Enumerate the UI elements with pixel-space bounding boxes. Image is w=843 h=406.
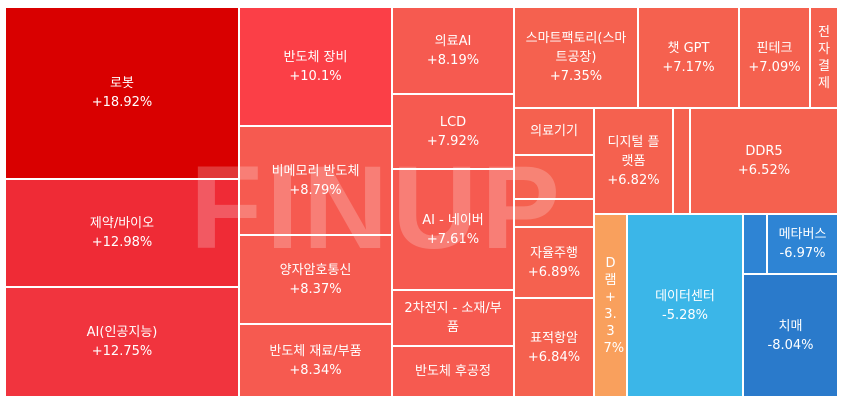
- tile-change: +7.09%: [748, 59, 801, 75]
- tile-label: LCD: [439, 114, 467, 130]
- tile-change: -5.28%: [662, 307, 708, 323]
- tile-autonomous-driving[interactable]: 자율주행 +6.89%: [514, 227, 594, 298]
- tile-pharma-bio[interactable]: 제약/바이오 +12.98%: [5, 179, 239, 287]
- tile-lcd[interactable]: LCD +7.92%: [392, 94, 514, 169]
- tile-label: D램: [604, 255, 617, 288]
- tile-medical-devices[interactable]: 의료기기: [514, 108, 594, 155]
- tile-change: +6.52%: [737, 163, 791, 178]
- tile-label: 반도체 재료/부품: [269, 343, 362, 359]
- tile-dementia[interactable]: 치매 -8.04%: [743, 274, 838, 397]
- tile-change: +7.35%: [549, 69, 603, 84]
- tile-semiconductor-equipment[interactable]: 반도체 장비 +10.1%: [239, 7, 392, 126]
- tile-label: 반도체 후공정: [415, 364, 491, 379]
- tile-change: +7.17%: [662, 59, 715, 75]
- tile-change: -6.97%: [779, 246, 826, 261]
- tile-small-2[interactable]: [514, 199, 594, 227]
- tile-medical-ai[interactable]: 의료AI +8.19%: [392, 7, 514, 94]
- tile-small-3[interactable]: [673, 108, 690, 214]
- tile-label: AI - 네이버: [422, 212, 484, 228]
- tile-change: +8.79%: [289, 182, 342, 198]
- tile-change: +6.89%: [527, 264, 581, 280]
- tile-change: +6.84%: [527, 349, 581, 365]
- tile-label: 핀테크: [756, 40, 793, 56]
- tile-targeted-anticancer[interactable]: 표적항암 +6.84%: [514, 298, 594, 397]
- tile-label: 비메모리 반도체: [271, 163, 360, 179]
- tile-change: +7.92%: [426, 133, 480, 149]
- tile-change: -8.04%: [767, 337, 814, 353]
- tile-small-4[interactable]: [743, 214, 767, 274]
- tile-label: DDR5: [745, 144, 783, 159]
- tile-label: 데이터센터: [655, 288, 715, 304]
- tile-digital-platform[interactable]: 디지털 플랫폼 +6.82%: [594, 108, 673, 214]
- tile-label: 메타버스: [778, 227, 827, 242]
- tile-label: 전자결제: [818, 24, 830, 91]
- tile-robot[interactable]: 로봇 +18.92%: [5, 7, 239, 179]
- tile-small-1[interactable]: [514, 155, 594, 199]
- tile-data-center[interactable]: 데이터센터 -5.28%: [627, 214, 743, 397]
- tile-change: +7.61%: [426, 231, 480, 247]
- tile-change: +6.82%: [607, 172, 660, 188]
- tile-label: 자율주행: [530, 245, 578, 261]
- tile-label: 챗 GPT: [667, 40, 710, 56]
- tile-label: 디지털 플랫폼: [607, 134, 660, 169]
- tile-change: +3.37%: [603, 289, 625, 356]
- tile-non-memory-semiconductor[interactable]: 비메모리 반도체 +8.79%: [239, 126, 392, 235]
- tile-fintech[interactable]: 핀테크 +7.09%: [739, 7, 810, 108]
- tile-label: 의료기기: [530, 124, 578, 139]
- tile-semiconductor-materials[interactable]: 반도체 재료/부품 +8.34%: [239, 324, 392, 397]
- tile-dram[interactable]: D램 +3.37%: [594, 214, 627, 397]
- tile-change: +8.37%: [289, 281, 342, 297]
- tile-secondary-battery-materials[interactable]: 2차전지 - 소재/부품: [392, 290, 514, 346]
- tile-change: +8.19%: [426, 52, 480, 68]
- tile-ai-naver[interactable]: AI - 네이버 +7.61%: [392, 169, 514, 290]
- tile-label: 표적항암: [530, 330, 578, 346]
- tile-label: 제약/바이오: [89, 216, 155, 231]
- tile-label: 스마트팩토리(스마트공장): [525, 31, 627, 65]
- tile-label: 로봇: [110, 76, 134, 91]
- tile-label: 2차전지 - 소재/부품: [404, 301, 502, 335]
- tile-chat-gpt[interactable]: 챗 GPT +7.17%: [638, 7, 739, 108]
- tile-label: 의료AI: [434, 33, 472, 49]
- tile-change: +18.92%: [91, 95, 153, 110]
- tile-change: +10.1%: [289, 68, 342, 84]
- tile-change: +8.34%: [289, 362, 342, 378]
- tile-label: 양자암호통신: [279, 262, 352, 278]
- tile-ddr5[interactable]: DDR5 +6.52%: [690, 108, 838, 214]
- tile-smart-factory[interactable]: 스마트팩토리(스마트공장) +7.35%: [514, 7, 638, 108]
- tile-change: +12.75%: [91, 344, 153, 359]
- tile-label: AI(인공지능): [86, 325, 158, 340]
- tile-e-payment[interactable]: 전자결제: [810, 7, 838, 108]
- tile-label: 반도체 장비: [283, 49, 348, 65]
- tile-metaverse[interactable]: 메타버스 -6.97%: [767, 214, 838, 274]
- tile-quantum-crypto[interactable]: 양자암호통신 +8.37%: [239, 235, 392, 324]
- tile-semiconductor-backend[interactable]: 반도체 후공정: [392, 346, 514, 397]
- tile-ai[interactable]: AI(인공지능) +12.75%: [5, 287, 239, 397]
- tile-label: 치매: [778, 318, 803, 334]
- tile-change: +12.98%: [91, 235, 153, 250]
